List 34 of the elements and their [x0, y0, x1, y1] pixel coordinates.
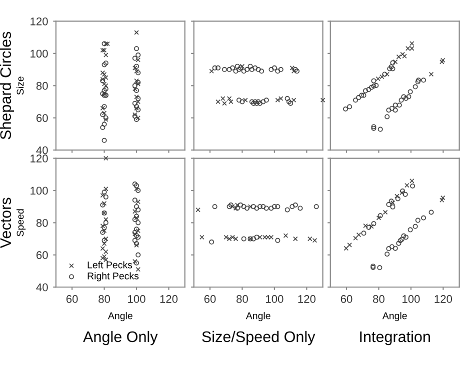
text: Angle Only — [83, 330, 158, 346]
x-tick-label: 60 — [66, 295, 78, 303]
text: Vectors — [0, 198, 12, 248]
x-tick-label: 60 — [204, 295, 216, 303]
x-tick-label: 80 — [373, 295, 384, 303]
legend-label: Left Pecks — [88, 261, 132, 268]
y-tick-label: 100 — [30, 186, 48, 195]
x-tick-label: 80 — [98, 295, 110, 303]
y-tick-label: 80 — [36, 82, 48, 90]
text: Integration — [360, 330, 430, 346]
x-axis-title: Angle — [108, 312, 132, 322]
legend-label: Right Pecks — [88, 272, 139, 282]
y-tick-label: 60 — [36, 251, 48, 260]
x-tick-label: 100 — [128, 295, 146, 303]
y-tick-label: 40 — [36, 283, 48, 292]
x-tick-label: 120 — [160, 295, 178, 303]
x-tick-label: 120 — [434, 295, 452, 303]
y-axis-title: Size — [16, 76, 24, 95]
x-tick-label: 60 — [340, 295, 352, 303]
y-tick-label: 80 — [36, 218, 48, 227]
y-tick-label: 40 — [36, 146, 48, 154]
y-tick-label: 120 — [30, 17, 48, 26]
x-tick-label: 100 — [402, 295, 420, 303]
text: Shepard Circles — [0, 32, 14, 140]
x-tick-label: 80 — [236, 295, 248, 303]
y-tick-label: 60 — [36, 114, 48, 122]
x-tick-label: 100 — [266, 295, 284, 303]
x-axis-title: Angle — [382, 312, 407, 322]
text: Size/Speed Only — [202, 330, 316, 346]
y-tick-label: 120 — [30, 154, 48, 162]
x-tick-label: 120 — [298, 295, 316, 303]
x-axis-title: Angle — [246, 312, 270, 322]
y-axis-title: Speed — [16, 209, 26, 236]
y-tick-label: 100 — [30, 50, 48, 58]
